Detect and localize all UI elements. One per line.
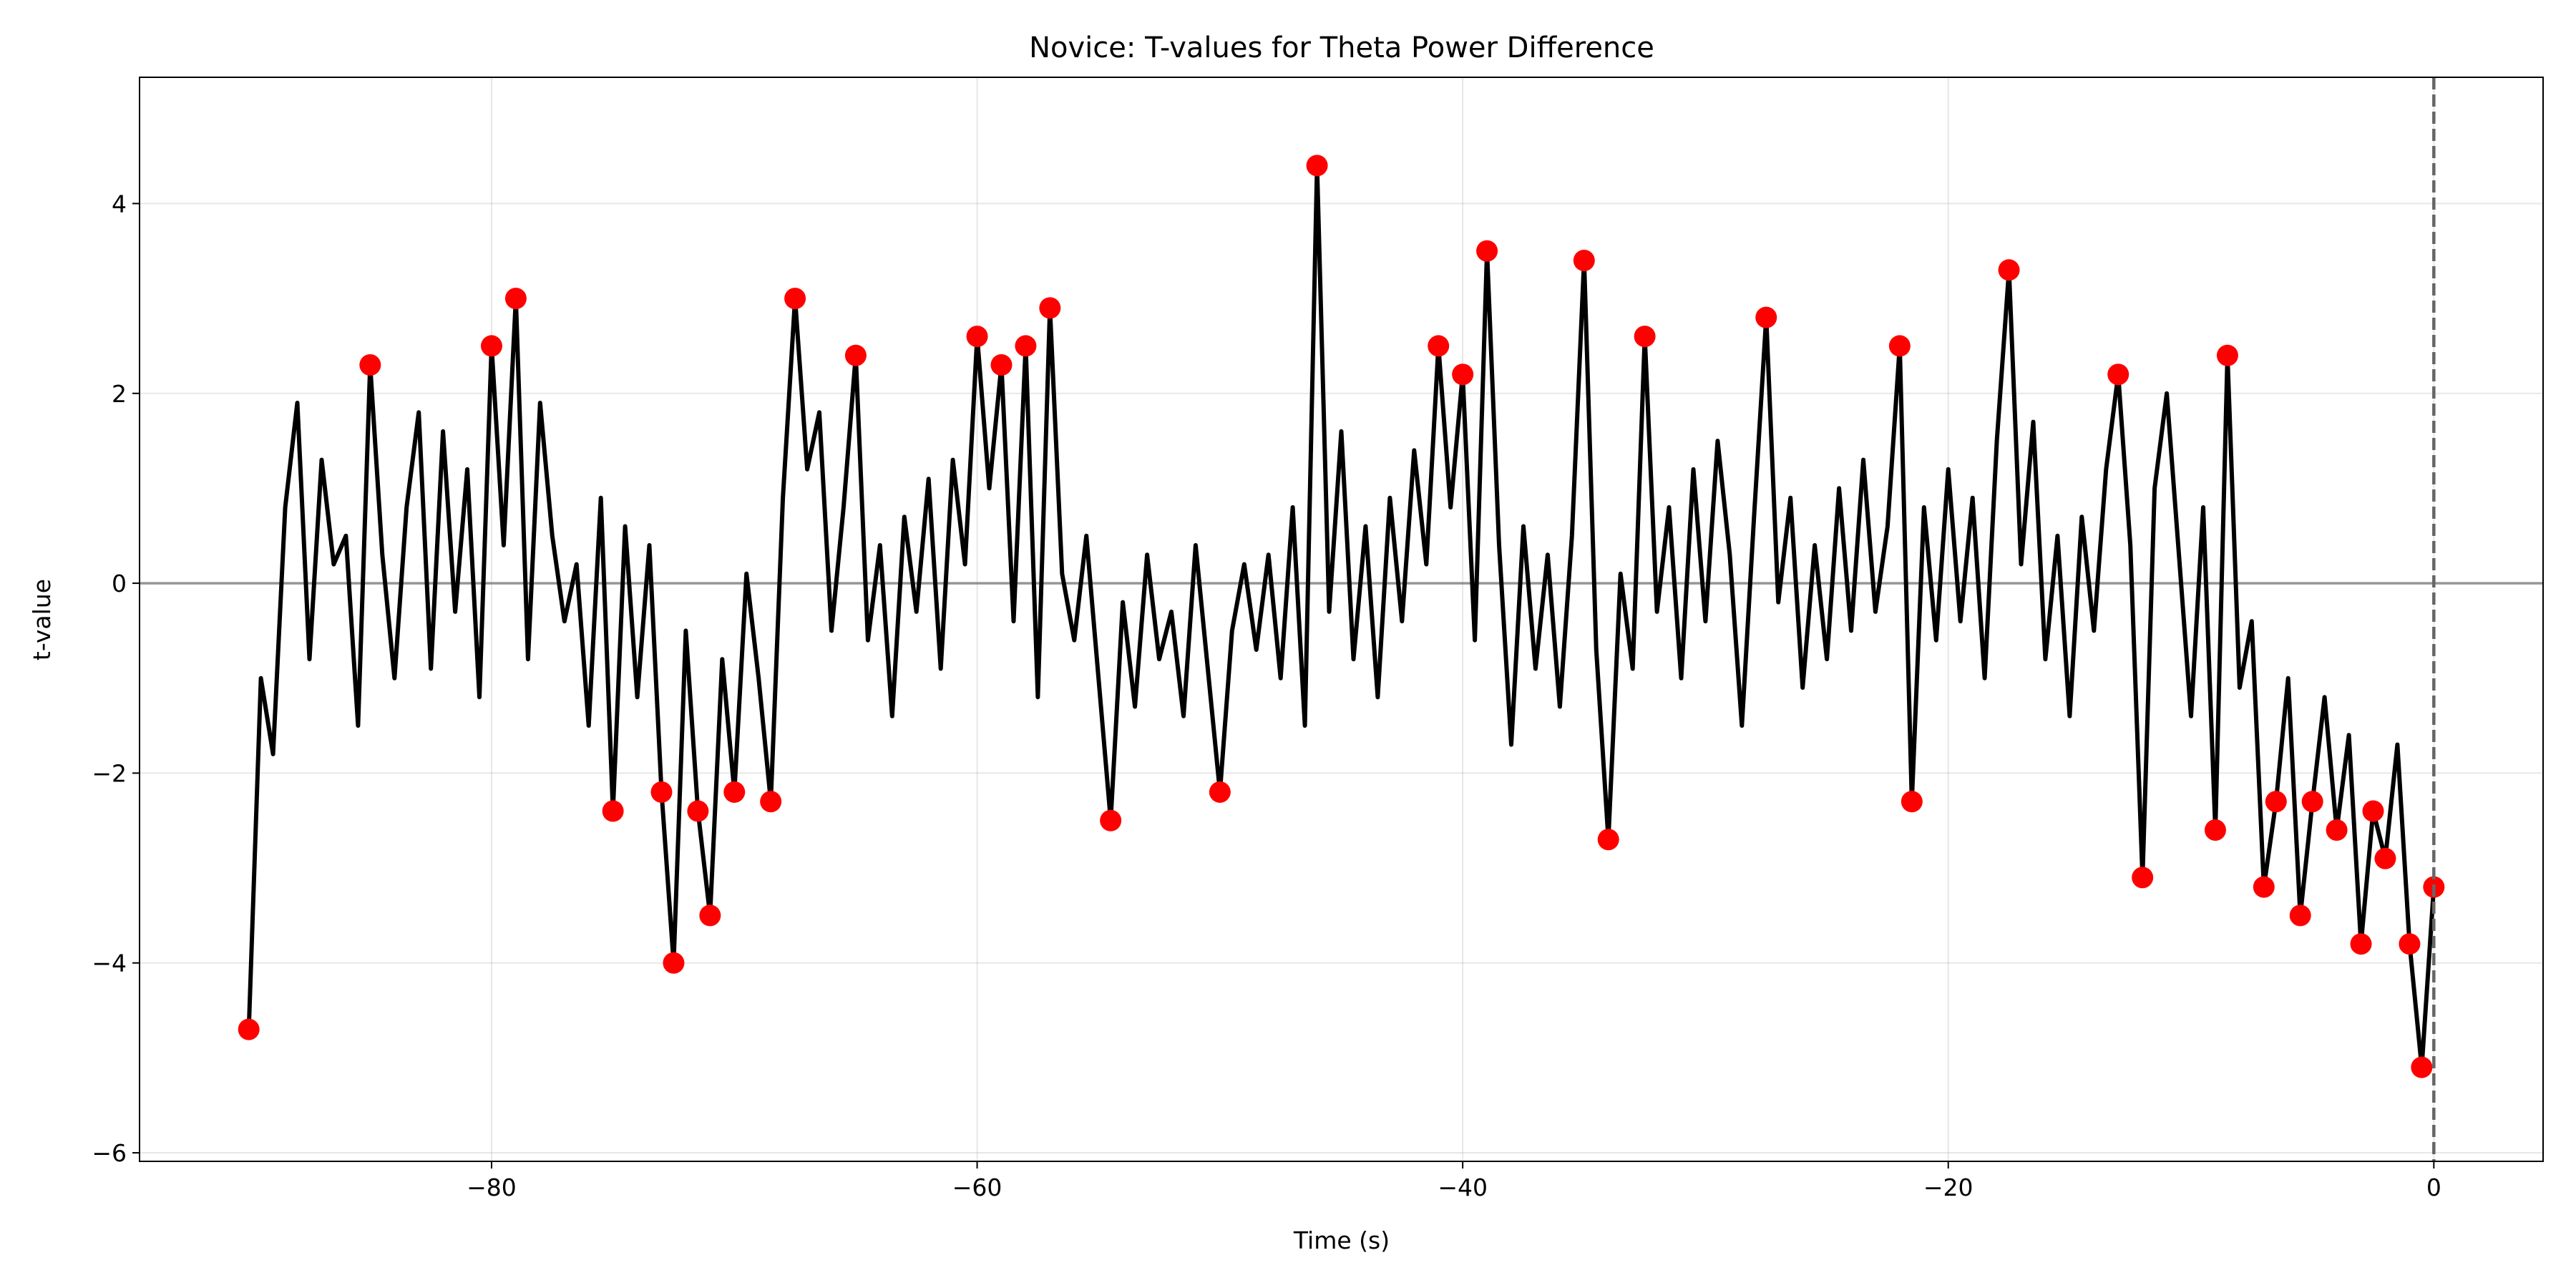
significant-point: [2362, 800, 2384, 822]
significant-point: [2326, 819, 2348, 841]
significant-point: [1634, 326, 1656, 348]
significant-point: [2411, 1056, 2433, 1078]
significant-point: [723, 781, 746, 803]
significant-point: [238, 1018, 260, 1040]
significant-point: [1306, 155, 1328, 177]
y-axis-label: t-value: [28, 579, 56, 660]
significant-point: [2265, 791, 2287, 813]
significant-point: [2374, 847, 2396, 869]
significant-point: [650, 781, 673, 803]
significant-point: [1888, 335, 1911, 357]
y-tick-label: 2: [112, 380, 127, 408]
significant-point: [990, 353, 1013, 376]
significant-point: [966, 326, 988, 348]
significant-point: [2216, 344, 2238, 366]
x-tick-label: −80: [467, 1174, 517, 1201]
significant-point: [2289, 904, 2311, 927]
significant-point: [2350, 933, 2372, 955]
x-tick-label: −40: [1438, 1174, 1488, 1201]
significant-point: [1998, 259, 2020, 281]
significant-point: [2204, 819, 2226, 841]
chart-title: Novice: T-values for Theta Power Differe…: [1029, 31, 1654, 64]
significant-point: [699, 904, 721, 927]
plot-frame: [139, 77, 2544, 1162]
x-tick-label: −60: [952, 1174, 1002, 1201]
significant-point: [2107, 364, 2129, 386]
significant-point: [1476, 240, 1498, 262]
y-tick-label: 0: [112, 570, 127, 597]
significant-point: [760, 791, 782, 813]
significant-point: [663, 952, 685, 974]
x-tick-label: −20: [1923, 1174, 1974, 1201]
significant-point: [1901, 791, 1923, 813]
significant-point: [1015, 335, 1037, 357]
significant-point: [2399, 933, 2421, 955]
y-tick-label: 4: [112, 190, 127, 218]
y-tick-label: −2: [92, 759, 127, 787]
significant-point: [1452, 364, 1474, 386]
significant-point: [2301, 791, 2323, 813]
significant-point: [602, 800, 624, 822]
significant-point: [784, 288, 806, 310]
significant-point: [2132, 867, 2154, 889]
significant-point: [1755, 306, 1777, 328]
significant-point: [359, 353, 381, 376]
y-tick-label: −6: [92, 1139, 127, 1167]
significant-point: [1428, 335, 1450, 357]
y-tick-label: −4: [92, 950, 127, 977]
x-tick-label: 0: [2426, 1174, 2441, 1201]
significant-point: [504, 288, 527, 310]
x-axis-label: Time (s): [1293, 1226, 1390, 1254]
significant-point: [1573, 250, 1595, 272]
significant-point: [687, 800, 709, 822]
significant-point: [1209, 781, 1231, 803]
significant-point: [480, 335, 502, 357]
significant-point: [1039, 297, 1061, 319]
significant-point: [1100, 809, 1122, 831]
significant-point: [844, 344, 867, 366]
significant-point: [2253, 876, 2275, 898]
significant-point: [1597, 829, 1619, 851]
